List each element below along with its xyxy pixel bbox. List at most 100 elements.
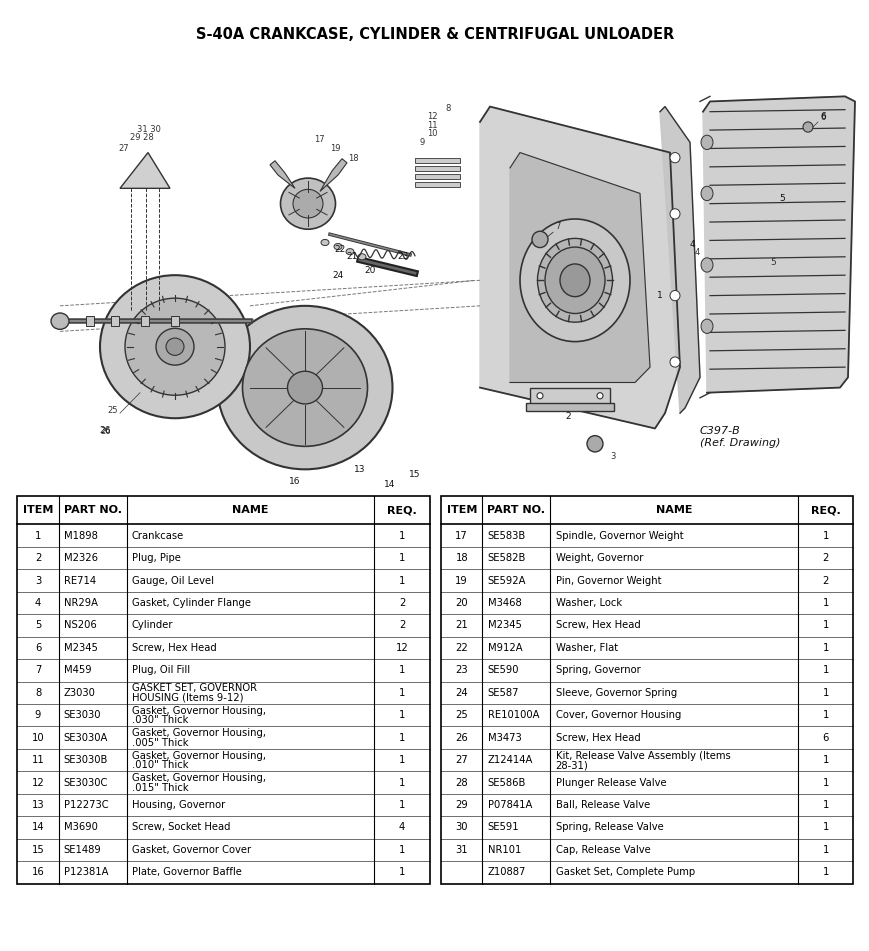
Text: 1: 1 bbox=[821, 823, 828, 832]
Text: 22: 22 bbox=[454, 643, 468, 653]
Text: 8: 8 bbox=[444, 104, 450, 112]
Text: 1: 1 bbox=[398, 778, 405, 787]
Text: 15: 15 bbox=[31, 844, 44, 855]
Text: 21: 21 bbox=[454, 620, 468, 631]
Text: 5: 5 bbox=[35, 620, 41, 631]
Text: Gasket, Cylinder Flange: Gasket, Cylinder Flange bbox=[132, 598, 250, 608]
Text: GASKET SET, GOVERNOR: GASKET SET, GOVERNOR bbox=[132, 684, 256, 693]
Text: 1: 1 bbox=[398, 732, 405, 743]
Text: 31: 31 bbox=[454, 844, 468, 855]
Ellipse shape bbox=[346, 248, 354, 255]
Bar bbox=[415, 183, 460, 187]
Text: 28: 28 bbox=[454, 778, 468, 787]
Text: Washer, Flat: Washer, Flat bbox=[555, 643, 617, 653]
Text: P07841A: P07841A bbox=[487, 800, 531, 810]
Text: 11: 11 bbox=[31, 755, 44, 766]
Text: 1: 1 bbox=[398, 800, 405, 810]
Text: Screw, Hex Head: Screw, Hex Head bbox=[132, 643, 216, 653]
Text: Gasket, Governor Housing,: Gasket, Governor Housing, bbox=[132, 706, 266, 716]
Bar bbox=[86, 316, 94, 326]
Ellipse shape bbox=[669, 209, 680, 219]
Text: 6: 6 bbox=[819, 112, 825, 122]
Text: NR101: NR101 bbox=[487, 844, 521, 855]
Text: Z3030: Z3030 bbox=[63, 688, 96, 698]
Text: 14: 14 bbox=[31, 823, 44, 832]
Text: 6: 6 bbox=[821, 732, 828, 743]
Text: Screw, Socket Head: Screw, Socket Head bbox=[132, 823, 230, 832]
Text: 12: 12 bbox=[427, 112, 437, 121]
Text: Spindle, Governor Weight: Spindle, Governor Weight bbox=[555, 531, 682, 541]
Text: M912A: M912A bbox=[487, 643, 521, 653]
Text: 25: 25 bbox=[107, 406, 117, 416]
Text: 4: 4 bbox=[35, 598, 41, 608]
Bar bbox=[415, 158, 460, 163]
Text: Spring, Release Valve: Spring, Release Valve bbox=[555, 823, 662, 832]
Polygon shape bbox=[269, 161, 295, 188]
Text: 28-31): 28-31) bbox=[555, 760, 587, 770]
Text: Cylinder: Cylinder bbox=[132, 620, 173, 631]
Ellipse shape bbox=[544, 247, 604, 314]
Polygon shape bbox=[320, 159, 347, 191]
Text: 18: 18 bbox=[454, 553, 468, 563]
Text: 16: 16 bbox=[289, 477, 301, 486]
Text: 6: 6 bbox=[35, 643, 41, 653]
Circle shape bbox=[802, 122, 812, 132]
Text: 3: 3 bbox=[35, 575, 41, 586]
Text: 1: 1 bbox=[398, 575, 405, 586]
Text: PART NO.: PART NO. bbox=[63, 505, 122, 515]
Text: SE582B: SE582B bbox=[487, 553, 526, 563]
Text: SE3030B: SE3030B bbox=[63, 755, 108, 766]
Ellipse shape bbox=[560, 264, 589, 297]
Text: 20: 20 bbox=[364, 265, 375, 275]
Text: .010" Thick: .010" Thick bbox=[132, 760, 189, 770]
Ellipse shape bbox=[357, 254, 366, 260]
Text: Z10887: Z10887 bbox=[487, 867, 526, 878]
Text: SE3030A: SE3030A bbox=[63, 732, 108, 743]
Text: Plate, Governor Baffle: Plate, Governor Baffle bbox=[132, 867, 242, 878]
Text: NR29A: NR29A bbox=[63, 598, 97, 608]
Text: 25: 25 bbox=[454, 710, 468, 720]
Text: SE3030: SE3030 bbox=[63, 710, 102, 720]
Text: 12: 12 bbox=[31, 778, 44, 787]
Text: M3690: M3690 bbox=[63, 823, 97, 832]
Text: 19: 19 bbox=[454, 575, 468, 586]
Text: 5: 5 bbox=[779, 194, 784, 204]
Text: Gasket, Governor Housing,: Gasket, Governor Housing, bbox=[132, 773, 266, 783]
Text: M3468: M3468 bbox=[487, 598, 521, 608]
Text: Gasket Set, Complete Pump: Gasket Set, Complete Pump bbox=[555, 867, 694, 878]
Bar bbox=[415, 174, 460, 179]
Text: 24: 24 bbox=[332, 271, 343, 280]
Text: Housing, Governor: Housing, Governor bbox=[132, 800, 225, 810]
Text: 1: 1 bbox=[398, 531, 405, 541]
Ellipse shape bbox=[669, 290, 680, 301]
Text: M459: M459 bbox=[63, 666, 91, 675]
Text: 1: 1 bbox=[821, 867, 828, 878]
Bar bbox=[526, 403, 614, 411]
Text: S-40A CRANKCASE, CYLINDER & CENTRIFUGAL UNLOADER: S-40A CRANKCASE, CYLINDER & CENTRIFUGAL … bbox=[196, 27, 673, 42]
Text: Pin, Governor Weight: Pin, Governor Weight bbox=[555, 575, 660, 586]
Text: Z12414A: Z12414A bbox=[487, 755, 533, 766]
Text: M1898: M1898 bbox=[63, 531, 97, 541]
Text: 22: 22 bbox=[334, 245, 345, 254]
Text: 23: 23 bbox=[454, 666, 468, 675]
Text: 8: 8 bbox=[35, 688, 41, 698]
Text: Washer, Lock: Washer, Lock bbox=[555, 598, 621, 608]
Text: 2: 2 bbox=[398, 598, 405, 608]
Text: 2: 2 bbox=[398, 620, 405, 631]
Text: 1: 1 bbox=[398, 844, 405, 855]
Circle shape bbox=[531, 231, 547, 247]
Ellipse shape bbox=[669, 152, 680, 163]
Text: M2345: M2345 bbox=[63, 643, 97, 653]
Ellipse shape bbox=[334, 243, 342, 250]
Polygon shape bbox=[480, 107, 680, 429]
Text: 1: 1 bbox=[821, 643, 828, 653]
Text: RE10100A: RE10100A bbox=[487, 710, 539, 720]
Ellipse shape bbox=[669, 357, 680, 367]
Polygon shape bbox=[509, 152, 649, 382]
Text: Ball, Release Valve: Ball, Release Valve bbox=[555, 800, 649, 810]
Ellipse shape bbox=[280, 178, 335, 229]
Text: 1: 1 bbox=[821, 844, 828, 855]
Text: 7: 7 bbox=[35, 666, 41, 675]
Text: PART NO.: PART NO. bbox=[487, 505, 545, 515]
Text: Gasket, Governor Housing,: Gasket, Governor Housing, bbox=[132, 728, 266, 738]
